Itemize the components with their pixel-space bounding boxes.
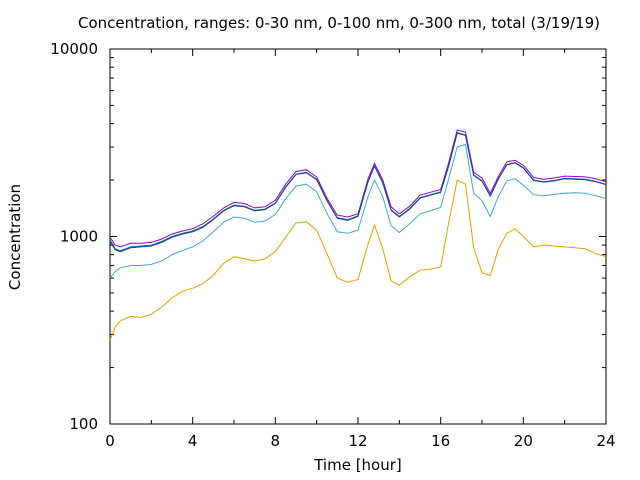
axis-ticks — [109, 48, 607, 425]
series-line-3 — [109, 132, 607, 253]
x-tick-label: 16 — [431, 432, 450, 450]
chart-title: Concentration, ranges: 0-30 nm, 0-100 nm… — [78, 14, 600, 32]
y-axis-label: Concentration — [6, 183, 24, 291]
x-tick-label: 20 — [514, 432, 533, 450]
plot-frame — [109, 48, 607, 425]
x-tick-label: 8 — [271, 432, 281, 450]
series-line-1 — [109, 129, 607, 248]
x-tick-label: 12 — [348, 432, 367, 450]
series-line-2 — [109, 131, 607, 252]
series-line-5 — [109, 179, 607, 341]
x-tick-label: 4 — [188, 432, 198, 450]
axis-tick-labels: 0 4 8 12 16 20 24 100 1000 10000 — [50, 40, 615, 450]
x-axis-label: Time [hour] — [314, 456, 402, 474]
y-tick-label: 10000 — [50, 40, 98, 58]
series-group — [109, 129, 607, 341]
y-tick-label: 1000 — [60, 228, 98, 246]
x-tick-label: 0 — [105, 432, 115, 450]
x-tick-label: 24 — [596, 432, 615, 450]
y-tick-label: 100 — [69, 415, 98, 433]
series-line-4 — [109, 143, 607, 279]
